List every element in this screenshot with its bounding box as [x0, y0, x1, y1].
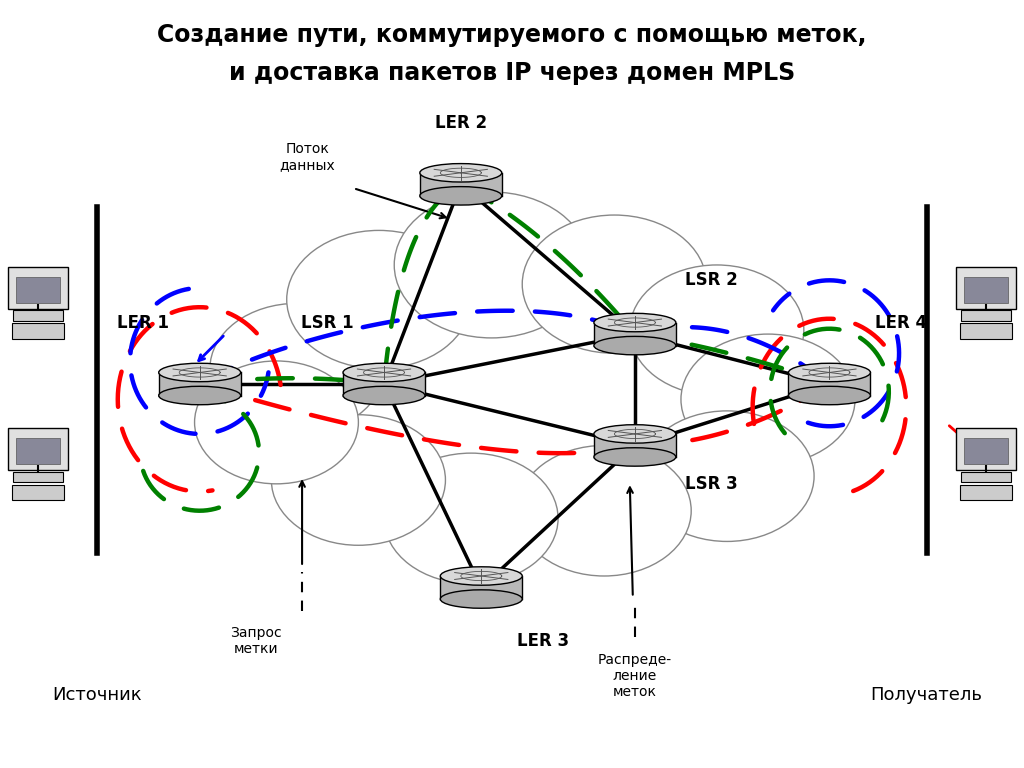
FancyBboxPatch shape [13, 310, 62, 321]
Circle shape [681, 334, 855, 465]
FancyBboxPatch shape [964, 438, 1009, 464]
Text: LER 4: LER 4 [876, 313, 927, 332]
FancyBboxPatch shape [13, 472, 62, 482]
FancyBboxPatch shape [440, 576, 522, 599]
FancyBboxPatch shape [11, 323, 65, 339]
Circle shape [522, 215, 707, 353]
Text: Поток
данных: Поток данных [280, 142, 335, 173]
FancyBboxPatch shape [343, 372, 425, 396]
FancyBboxPatch shape [7, 429, 68, 470]
Text: LSR 2: LSR 2 [685, 271, 738, 290]
Text: Распреде-
ление
меток: Распреде- ление меток [598, 653, 672, 699]
Text: Получатель: Получатель [870, 686, 983, 704]
Text: LSR 3: LSR 3 [685, 475, 738, 493]
FancyBboxPatch shape [159, 372, 241, 396]
FancyBboxPatch shape [964, 277, 1009, 303]
FancyBboxPatch shape [962, 310, 1011, 321]
Circle shape [384, 453, 558, 584]
Circle shape [287, 230, 471, 369]
Text: Запрос
метки: Запрос метки [230, 626, 282, 657]
Text: LER 1: LER 1 [118, 313, 169, 332]
Ellipse shape [420, 164, 502, 182]
Text: LSR 1: LSR 1 [301, 313, 354, 332]
FancyBboxPatch shape [11, 485, 65, 500]
Circle shape [210, 303, 384, 434]
FancyBboxPatch shape [594, 434, 676, 457]
FancyBboxPatch shape [594, 323, 676, 346]
Ellipse shape [440, 567, 522, 585]
FancyBboxPatch shape [956, 429, 1017, 470]
FancyBboxPatch shape [788, 372, 870, 396]
FancyBboxPatch shape [956, 267, 1017, 309]
Text: Источник: Источник [52, 686, 142, 704]
FancyBboxPatch shape [420, 173, 502, 196]
Circle shape [195, 361, 358, 484]
Ellipse shape [420, 187, 502, 205]
Ellipse shape [788, 363, 870, 382]
Ellipse shape [594, 336, 676, 355]
Ellipse shape [440, 590, 522, 608]
FancyBboxPatch shape [15, 277, 60, 303]
Text: Создание пути, коммутируемого с помощью меток,: Создание пути, коммутируемого с помощью … [158, 22, 866, 47]
Text: LER 2: LER 2 [435, 114, 486, 132]
Ellipse shape [246, 230, 778, 538]
Ellipse shape [594, 313, 676, 332]
Ellipse shape [594, 448, 676, 466]
Text: LER 3: LER 3 [517, 632, 568, 650]
FancyBboxPatch shape [959, 323, 1013, 339]
Ellipse shape [343, 363, 425, 382]
Circle shape [517, 445, 691, 576]
Ellipse shape [159, 363, 241, 382]
FancyBboxPatch shape [959, 485, 1013, 500]
Circle shape [630, 265, 804, 396]
FancyBboxPatch shape [962, 472, 1011, 482]
Circle shape [640, 411, 814, 541]
FancyBboxPatch shape [7, 267, 68, 309]
Ellipse shape [343, 386, 425, 405]
Ellipse shape [788, 386, 870, 405]
Ellipse shape [159, 386, 241, 405]
Circle shape [394, 192, 589, 338]
Text: и доставка пакетов IP через домен MPLS: и доставка пакетов IP через домен MPLS [229, 61, 795, 85]
Circle shape [271, 415, 445, 545]
FancyBboxPatch shape [15, 438, 60, 464]
Ellipse shape [594, 425, 676, 443]
